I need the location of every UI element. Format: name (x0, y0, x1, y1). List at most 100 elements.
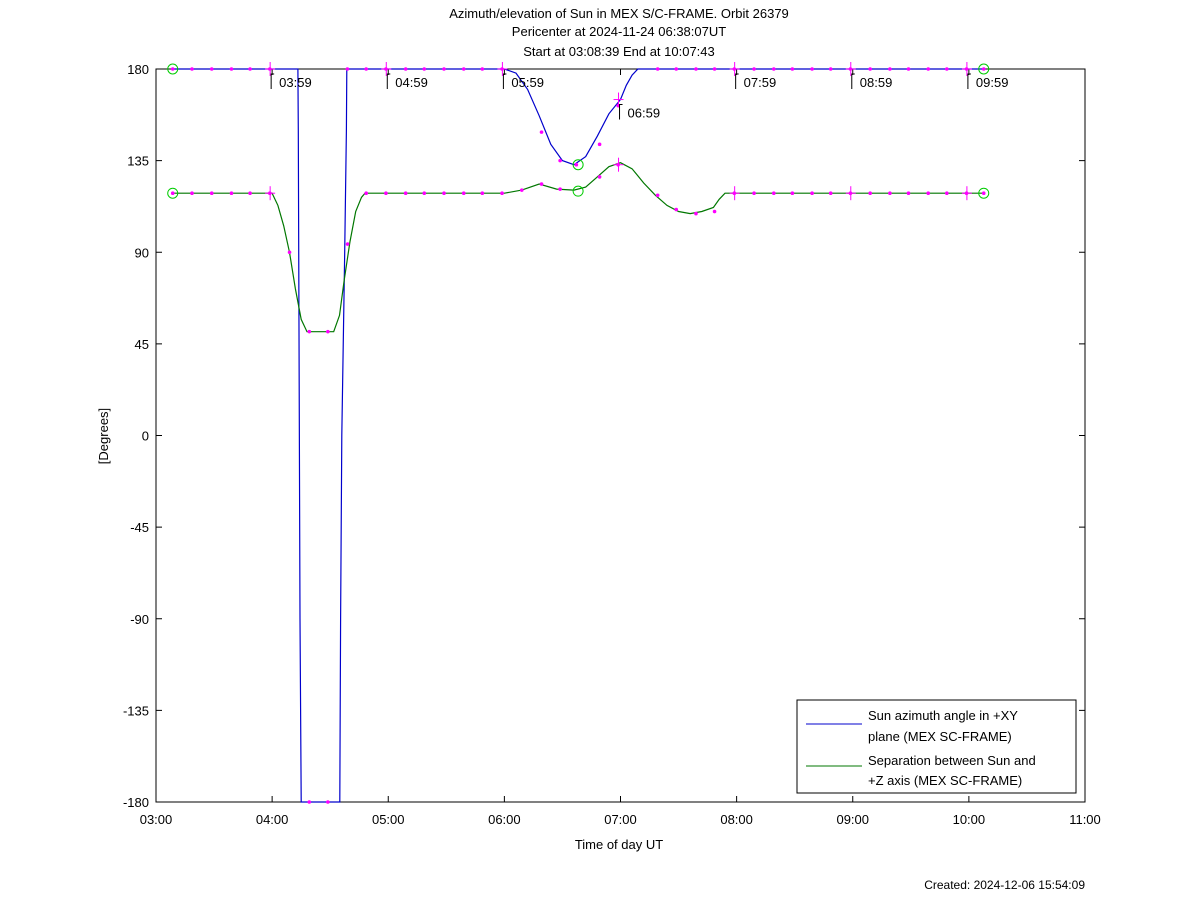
data-point (752, 67, 756, 71)
series-line-azimuth (172, 68, 984, 803)
data-point (981, 191, 986, 196)
data-point (248, 191, 252, 196)
data-point (170, 67, 175, 71)
data-point (442, 191, 446, 196)
data-point (190, 67, 194, 71)
annotation-hook (619, 104, 623, 120)
time-annotation-label: 06:59 (628, 106, 661, 121)
data-point (403, 191, 408, 196)
data-point (868, 67, 872, 71)
data-point (461, 67, 466, 71)
data-point (248, 67, 252, 71)
data-point (480, 67, 485, 71)
data-point (229, 191, 234, 196)
legend-label-azimuth-line-1: Sun azimuth angle in +XY (868, 708, 1018, 723)
data-point (712, 67, 717, 71)
y-tick-label: 180 (127, 62, 149, 77)
legend-box (796, 699, 1077, 794)
data-point (926, 67, 931, 71)
data-point (500, 191, 504, 196)
y-tick-label: -90 (130, 612, 149, 627)
data-point (364, 67, 368, 71)
legend-label-azimuth-line-2: plane (MEX SC-FRAME) (868, 729, 1012, 744)
data-point (170, 191, 175, 196)
x-tick-label: 03:00 (140, 812, 173, 827)
chart-title-line-2: Pericenter at 2024-11-24 06:38:07UT (512, 24, 726, 39)
x-tick-label: 10:00 (953, 812, 986, 827)
data-point (945, 191, 949, 196)
series-layer (172, 68, 984, 803)
data-point (384, 191, 388, 196)
y-tick-label: -180 (123, 795, 149, 810)
data-point (712, 209, 717, 214)
data-point (771, 191, 776, 196)
data-point (790, 67, 795, 71)
data-point (828, 67, 833, 71)
time-annotation-label: 05:59 (511, 75, 544, 90)
data-point (364, 191, 368, 196)
event-circle (167, 63, 179, 75)
data-point (326, 800, 330, 804)
y-tick-label: -135 (123, 703, 149, 718)
data-point (828, 191, 833, 196)
data-point (945, 67, 949, 71)
data-point (597, 142, 602, 147)
y-tick-label: 90 (135, 245, 149, 260)
data-point (790, 191, 795, 196)
data-point (326, 329, 330, 334)
marks-layer: 03:59 04:59 05:59 06:59 07:59 08:59 09:59 (167, 62, 1009, 804)
x-tick-label: 06:00 (488, 812, 521, 827)
time-annotation-label: 08:59 (860, 75, 893, 90)
data-point (209, 191, 214, 196)
event-circle (978, 187, 990, 199)
created-timestamp: Created: 2024-12-06 15:54:09 (924, 878, 1085, 892)
x-axis-label: Time of day UT (575, 837, 663, 852)
x-tick-label: 04:00 (256, 812, 289, 827)
data-point (694, 211, 698, 216)
data-point (906, 67, 911, 71)
data-point (345, 242, 350, 246)
y-axis-label: [Degrees] (96, 408, 111, 464)
data-point (307, 329, 312, 334)
annotation-hook (270, 73, 275, 89)
data-point (558, 158, 562, 163)
data-point (539, 182, 544, 186)
time-annotation-label: 07:59 (744, 75, 777, 90)
x-tick-label: 11:00 (1069, 812, 1101, 827)
annotation-hook (386, 73, 391, 89)
data-point (674, 67, 679, 71)
time-annotation-label: 03:59 (279, 75, 312, 90)
data-point (868, 191, 872, 196)
data-point (597, 175, 602, 179)
data-point (190, 191, 194, 196)
event-circle (572, 185, 584, 197)
series-line-separation (172, 162, 984, 333)
data-point (810, 67, 814, 71)
chart-title-line-3: Start at 03:08:39 End at 10:07:43 (523, 44, 715, 59)
time-annotation-label: 09:59 (976, 75, 1009, 90)
data-point (694, 67, 698, 71)
event-circle (167, 187, 179, 199)
data-point (480, 191, 485, 196)
annotation-hook (735, 73, 739, 89)
data-point (888, 191, 892, 196)
data-point (574, 162, 579, 167)
annotation-hook (502, 73, 507, 89)
data-point (674, 207, 679, 212)
x-tick-label: 09:00 (836, 812, 869, 827)
data-point (981, 67, 986, 71)
annotation-hook (967, 73, 971, 89)
data-point (229, 67, 234, 71)
axes: 03:00 04:00 05:00 06:00 07:00 08:00 09:00 10:00… (123, 62, 1101, 827)
data-point (655, 67, 660, 71)
data-point (287, 250, 292, 255)
legend-label-separation-line-2: +Z axis (MEX SC-FRAME) (868, 773, 1022, 788)
data-point (771, 67, 776, 71)
event-circle (572, 159, 584, 171)
data-point (422, 191, 427, 196)
y-tick-label: 45 (135, 337, 149, 352)
data-point (558, 187, 562, 191)
x-tick-label: 08:00 (720, 812, 753, 827)
data-point (461, 191, 466, 196)
